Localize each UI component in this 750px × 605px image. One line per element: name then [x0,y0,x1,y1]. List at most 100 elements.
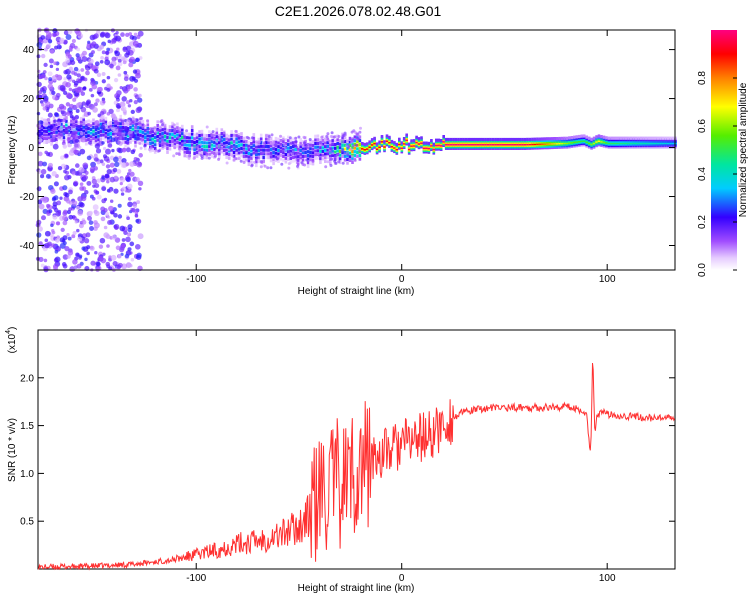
spectrogram-noise [115,35,122,42]
spectrogram-cell [385,134,389,138]
spectrogram-cell [89,135,93,139]
spectrogram-cell [94,139,98,143]
spectrogram-cell [153,128,157,132]
spectrogram-cell [299,138,302,142]
spectrogram-noise [163,125,167,129]
spectrogram-noise [349,147,353,151]
spectrogram-cell [348,136,352,140]
spectrogram-noise [43,258,48,263]
spectrogram-cell [600,135,603,139]
spectrogram-cell [402,137,406,141]
spectrogram-cell [484,137,487,142]
spectrogram-cell [257,152,261,156]
spectrogram-noise [114,50,120,57]
spectrogram-noise [49,124,54,130]
spectrogram-cell [149,149,152,153]
spectrogram-noise [125,236,131,243]
spectrogram-noise [66,232,70,237]
spectrogram-cell [200,140,204,144]
spectrogram-noise [105,211,110,217]
spectrogram-cell [356,147,359,151]
spectrogram-cell [176,137,179,141]
spectrogram-cell [65,134,68,138]
spectrogram-noise [50,188,56,194]
spectrogram-cell [284,160,288,164]
spectrogram-ytick-label: -40 [20,241,35,252]
spectrogram-cell [227,142,231,146]
spectrogram-noise [138,153,143,158]
spectrogram-noise [205,125,209,129]
spectrogram-cell [121,122,125,126]
spectrogram-noise [90,260,96,266]
spectrogram-noise [129,133,134,138]
spectrogram-noise [36,94,43,101]
spectrogram-cell [321,157,325,161]
spectrogram-cell [97,123,100,127]
spectrogram-noise [71,200,78,206]
spectrogram-cell [617,136,621,140]
spectrogram-cell [479,137,482,142]
spectrogram-cell [301,158,305,162]
spectrogram-noise [172,154,176,158]
spectrogram-noise [47,32,53,38]
spectrogram-noise [101,141,105,145]
spectrogram-noise [127,104,132,108]
spectrogram-noise [113,213,118,218]
spectrogram-cell [353,142,357,146]
spectrogram-cell [107,121,110,125]
spectrogram-noise [255,140,259,144]
spectrogram-cell [79,127,83,132]
spectrogram-noise [73,181,78,187]
spectrogram-noise [295,161,299,165]
spectrogram-cell [45,126,48,130]
spectrogram-noise [53,119,57,123]
spectrogram-cell [311,143,315,147]
spectrogram-cell [511,137,514,142]
spectrogram-cell [193,137,196,141]
spectrogram-cell [210,140,214,144]
spectrogram-cell [151,137,154,141]
spectrogram-cell [380,135,384,139]
spectrogram-cell [264,137,268,141]
spectrogram-noise [66,74,72,80]
spectrogram-noise [99,59,104,64]
spectrogram-noise [86,155,92,161]
spectrogram-cell [304,143,307,147]
spectrogram-cell [230,152,233,156]
spectrogram-noise [269,154,273,158]
spectrogram-cell [321,138,325,142]
spectrogram-cell [316,145,320,149]
spectrogram-cell [343,143,347,147]
spectrogram-panel: -100 0 100 -40 -20 0 20 40 Height of straight l… [7,27,677,297]
spectrogram-cell [185,136,189,140]
spectrogram-cell [225,141,228,145]
spectrogram-cell [368,140,371,144]
spectrogram-noise [107,215,111,219]
spectrogram-cell [356,139,359,144]
spectrogram-cell [141,119,145,124]
spectrogram-cell [269,148,273,152]
spectrogram-cell [225,133,228,137]
spectrogram-cell [250,160,253,164]
spectrogram-noise [117,140,121,145]
spectrogram-cell [343,158,347,162]
spectrogram-noise [91,41,97,47]
spectrogram-noise [130,109,135,115]
spectrogram-cell [343,154,347,158]
spectrogram-cell [264,141,268,145]
spectrogram-cell [341,136,344,140]
spectrogram-cell [250,145,253,149]
spectrogram-cell [151,145,154,149]
spectrogram-cell [168,147,172,151]
spectrogram-noise [208,143,212,146]
spectrogram-cell [198,137,201,141]
spectrogram-cell [45,137,48,141]
spectrogram-noise [341,134,345,138]
spectrogram-cell [642,136,645,140]
spectrogram-noise [137,180,144,187]
spectrogram-cell [351,157,354,161]
spectrogram-cell [259,144,263,148]
spectrogram-noise [318,140,322,144]
spectrogram-cell [274,155,278,159]
spectrogram-noise [173,127,177,131]
